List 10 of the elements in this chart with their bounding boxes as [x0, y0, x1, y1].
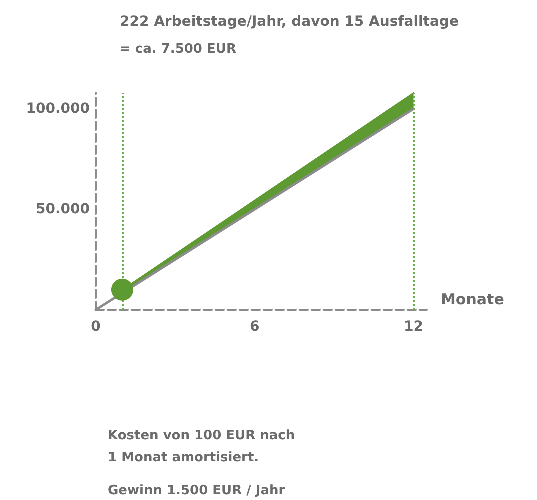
x-tick-label: 0 — [91, 319, 102, 335]
x-tick-label: 6 — [250, 319, 260, 335]
text: Gewinn 1.500 EUR / Jahr — [108, 484, 286, 498]
x-axis-title: Monate — [441, 290, 504, 308]
chart-subtitle: = ca. 7.500 EUR — [120, 42, 236, 57]
x-tick-label: 12 — [404, 319, 424, 335]
text: Kosten von 100 EUR nach 1 Monat amortisiert. — [108, 428, 296, 466]
chart-title: 222 Arbeitstage/Jahr, davon 15 Ausfalltage — [120, 14, 459, 30]
y-tick-label: 50.000 — [36, 202, 90, 218]
y-tick-label: 100.000 — [26, 101, 90, 118]
